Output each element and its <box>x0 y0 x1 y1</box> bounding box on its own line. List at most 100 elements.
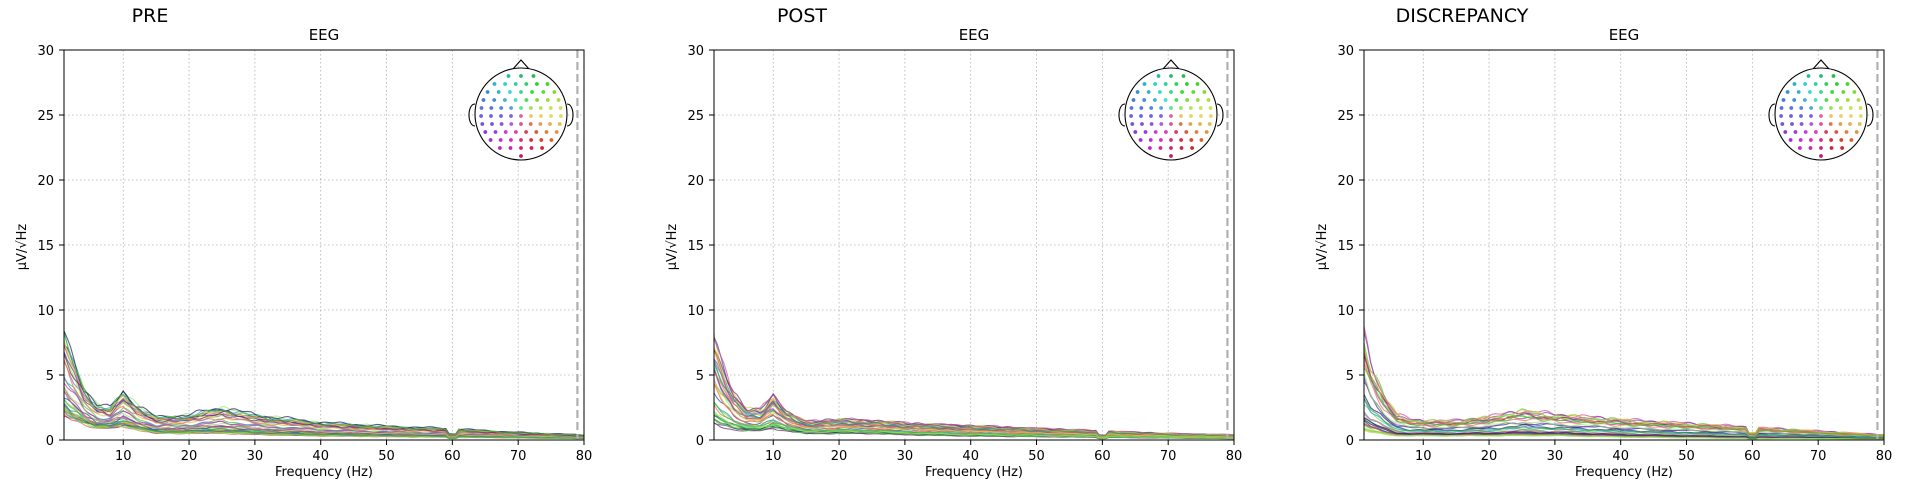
sensor-dot <box>529 114 533 118</box>
sensor-dot <box>1159 122 1164 126</box>
channel-trace <box>714 359 1234 437</box>
sensor-dot <box>1129 114 1133 118</box>
y-tick-label: 20 <box>1337 174 1354 189</box>
sensor-dot <box>1198 106 1203 110</box>
sensor-dot <box>1839 114 1843 118</box>
x-tick-label: 40 <box>1612 449 1629 464</box>
sensor-dot <box>1809 138 1813 142</box>
sensor-dot <box>499 106 504 110</box>
sensor-dot <box>1849 114 1853 118</box>
sensor-dot <box>534 130 539 134</box>
sensor-dot <box>1841 90 1846 94</box>
sensor-dot <box>1856 98 1861 102</box>
sensor-dot <box>1133 130 1138 134</box>
sensor-dot <box>1169 122 1173 126</box>
sensor-dot <box>1788 138 1793 142</box>
sensor-dot <box>544 130 549 134</box>
channel-trace <box>714 411 1234 439</box>
sensor-dot <box>479 114 483 118</box>
sensor-dot <box>1852 90 1857 94</box>
sensor-dot <box>1845 98 1850 102</box>
sensor-dot <box>1796 90 1801 94</box>
x-tick-label: 80 <box>1876 449 1893 464</box>
sensor-dot <box>1839 138 1844 142</box>
sensor-dot <box>538 106 543 110</box>
x-tick-label: 70 <box>1810 449 1827 464</box>
sensor-dot <box>509 122 514 126</box>
channel-trace <box>1364 429 1884 440</box>
sensor-dot <box>1174 98 1179 102</box>
sensor-dot <box>489 114 493 118</box>
sensor-dot <box>1174 82 1179 86</box>
sensor-dot <box>541 90 546 94</box>
sensor-dot <box>519 114 523 118</box>
sensor-dot <box>1164 130 1168 134</box>
sensor-dot <box>1139 114 1143 118</box>
sensor-dot <box>1153 98 1157 102</box>
sensor-dot <box>552 90 557 94</box>
sensor-dot <box>545 98 550 102</box>
sensor-dot <box>519 122 523 126</box>
sensor-dot <box>508 90 512 94</box>
channel-trace <box>714 361 1234 437</box>
axes-title: EEG <box>959 26 990 44</box>
channel-trace <box>1364 358 1884 437</box>
sensor-dot <box>1169 154 1173 158</box>
sensor-dot <box>1135 90 1140 94</box>
channel-trace <box>1364 418 1884 440</box>
sensor-dot <box>1174 130 1178 134</box>
sensor-dot <box>485 90 490 94</box>
sensor-dot <box>493 130 498 134</box>
panel-discrepancy: DISCREPANCY EEG 10 20 30 40 50 60 70 80 0 5 10 15 20 25… <box>1315 5 1892 480</box>
sensor-dot <box>1798 146 1802 150</box>
traces <box>1364 325 1884 440</box>
sensor-dot <box>1198 122 1202 126</box>
axes-title: EEG <box>1609 26 1640 44</box>
y-tick-label: 0 <box>696 434 704 449</box>
sensor-dot <box>519 106 523 110</box>
sensor-dot <box>1148 146 1152 150</box>
sensor-dot <box>1819 90 1823 94</box>
sensor-dot <box>524 130 528 134</box>
sensor-dot <box>489 106 494 110</box>
sensor-dot <box>1789 114 1793 118</box>
sensor-dot <box>1809 106 1813 110</box>
y-tick-label: 30 <box>37 44 54 59</box>
x-tick-label: 80 <box>576 449 593 464</box>
sensor-dot <box>1139 106 1144 110</box>
x-tick-label: 40 <box>962 449 979 464</box>
sensor-dot <box>1793 130 1798 134</box>
x-tick-label: 10 <box>115 449 132 464</box>
x-tick-label: 30 <box>247 449 264 464</box>
nose-icon <box>512 59 530 70</box>
channel-trace <box>1364 367 1884 437</box>
sensor-dot <box>519 138 523 142</box>
x-tick-label: 20 <box>181 449 198 464</box>
sensor-dot <box>1835 98 1839 102</box>
sensor-dot <box>1163 82 1168 86</box>
sensor-dot <box>1829 106 1833 110</box>
sensor-dot <box>1854 130 1859 134</box>
sensor-dot <box>548 106 553 110</box>
traces <box>64 330 584 440</box>
sensor-dot <box>519 74 523 78</box>
sensor-dot <box>529 138 533 142</box>
sensor-dot <box>530 90 534 94</box>
sensor-dot <box>1142 98 1147 102</box>
sensor-dot <box>1156 74 1161 78</box>
sensor-dot <box>528 122 533 126</box>
sensor-dot <box>509 106 513 110</box>
sensor-dot <box>558 106 563 110</box>
sensor-dot <box>1129 106 1134 110</box>
sensor-dot <box>1142 82 1147 86</box>
sensor-dot <box>1149 114 1153 118</box>
sensor-dot <box>481 98 486 102</box>
sensor-dot <box>1149 106 1154 110</box>
channel-trace <box>714 385 1234 438</box>
sensor-dot <box>488 138 493 142</box>
sensor-head-icon <box>468 59 574 161</box>
sensor-dot <box>1146 90 1151 94</box>
sensor-dot <box>1829 138 1833 142</box>
right-ear-icon <box>1866 103 1874 127</box>
